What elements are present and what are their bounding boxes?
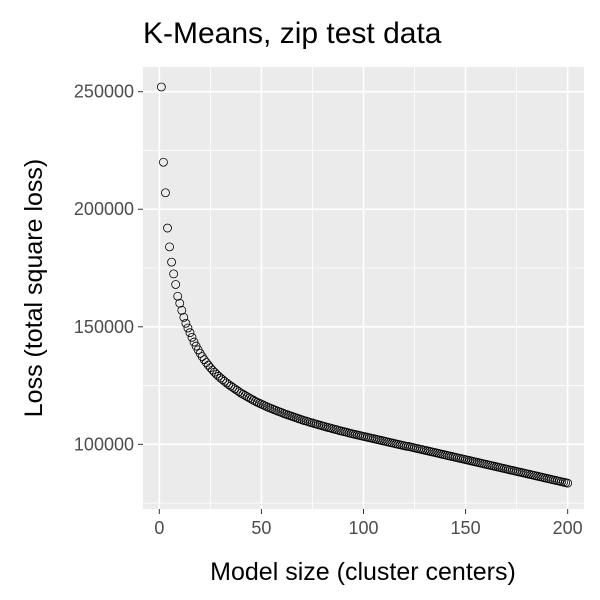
data-point [173,291,183,301]
x-tick-label: 0 [154,518,164,538]
data-point [187,332,197,342]
data-point [181,318,191,328]
x-axis-title: Model size (cluster centers) [210,558,516,586]
data-point [257,399,266,409]
data-point [271,405,281,415]
data-points [156,82,573,488]
data-point [161,188,170,198]
data-point [254,398,264,408]
data-point [250,396,260,406]
x-tick-label: 200 [553,518,583,538]
y-tick-label: 100000 [74,434,134,454]
data-point [165,242,174,252]
data-point [179,312,189,322]
data-point [159,157,168,167]
x-axis-ticks: 0 50 100 150 200 [154,509,583,538]
data-point [259,400,268,410]
data-point [248,395,258,405]
data-point [197,352,207,362]
data-point [171,280,181,289]
data-point [156,82,166,92]
data-point [563,478,573,488]
data-point [183,323,193,333]
data-point [277,408,287,418]
data-point [263,402,272,412]
chart-title: K-Means, zip test data [143,17,442,50]
data-point [267,404,277,414]
data-point [185,328,195,338]
y-tick-label: 250000 [74,82,134,102]
x-tick-label: 100 [348,518,378,538]
y-axis-title: Loss (total square loss) [20,159,48,417]
data-point [252,397,262,407]
data-point [189,337,199,347]
y-tick-label: 150000 [74,317,134,337]
y-axis-ticks: 100000 150000 200000 250000 [74,82,143,454]
data-point [167,257,176,267]
data-point [163,223,172,233]
data-point [261,401,270,411]
y-tick-label: 200000 [74,199,134,219]
x-tick-label: 50 [251,518,271,538]
x-tick-label: 150 [451,518,481,538]
data-point [177,305,187,315]
data-point [175,298,185,308]
data-point [169,269,179,279]
